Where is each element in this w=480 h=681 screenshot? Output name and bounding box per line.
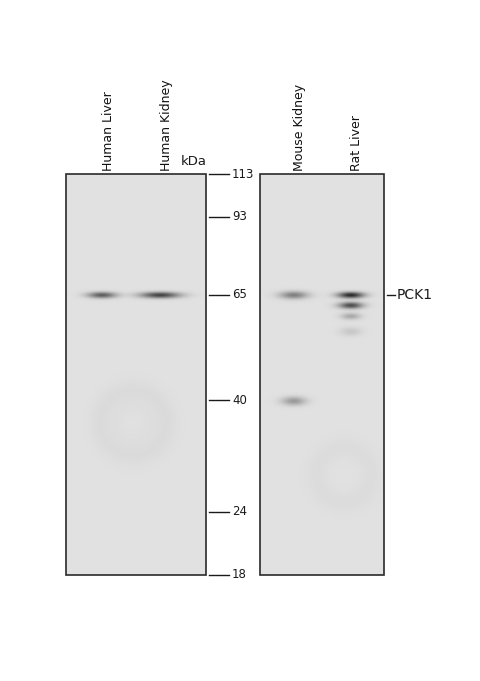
- Text: Rat Liver: Rat Liver: [350, 115, 363, 171]
- Bar: [66, 174, 206, 575]
- Text: 65: 65: [232, 288, 247, 301]
- Text: 40: 40: [232, 394, 247, 407]
- Text: 24: 24: [232, 505, 247, 518]
- Text: Human Kidney: Human Kidney: [160, 80, 173, 171]
- Text: kDa: kDa: [181, 155, 207, 168]
- Text: 93: 93: [232, 210, 247, 223]
- Bar: [260, 174, 384, 575]
- Text: 18: 18: [232, 568, 247, 581]
- Text: Mouse Kidney: Mouse Kidney: [293, 84, 306, 171]
- Text: 113: 113: [232, 168, 254, 180]
- Text: PCK1: PCK1: [397, 287, 433, 302]
- Text: Human Liver: Human Liver: [102, 91, 115, 171]
